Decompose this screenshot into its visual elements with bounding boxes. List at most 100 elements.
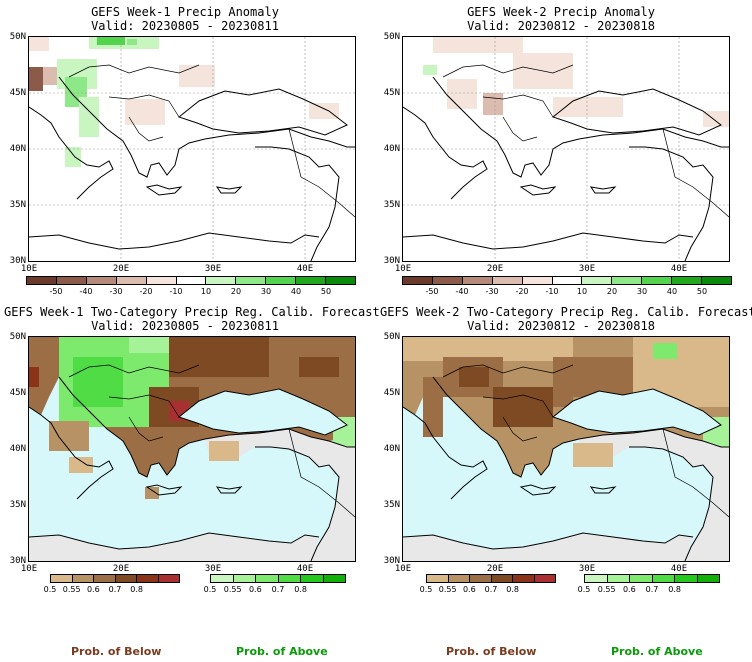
colorbar-tick-label: 0.7 [640, 585, 664, 594]
colorbar-tick-label: 0.7 [266, 585, 290, 594]
anomaly-colorbar-swatch [57, 277, 87, 284]
colorbar-tick-label: 0.7 [103, 585, 127, 594]
anomaly-map-week2 [402, 36, 730, 262]
lat-label: 50N [370, 332, 400, 342]
lat-label: 50N [0, 332, 26, 342]
lat-label: 35N [0, 200, 26, 210]
colorbar-tick-label: 0.8 [125, 585, 149, 594]
lon-label: 30E [572, 564, 602, 574]
lat-label: 35N [370, 500, 400, 510]
colorbar-tick-label: -30 [104, 287, 128, 296]
anomaly-colorbar-swatch [612, 277, 642, 284]
anomaly-colorbar-swatch [296, 277, 326, 284]
lat-label: 40N [370, 144, 400, 154]
lon-label: 40E [664, 264, 694, 274]
anomaly-colorbar-swatch [433, 277, 463, 284]
prob-below-colorbar-swatch [51, 575, 73, 582]
lon-label: 30E [198, 264, 228, 274]
prob-below-colorbar-swatch [159, 575, 180, 582]
lon-label: 40E [664, 564, 694, 574]
panel-title: GEFS Week-1 Two-Category Precip Reg. Cal… [4, 305, 372, 319]
lon-label: 10E [14, 564, 44, 574]
colorbar-tick-label: 30 [630, 287, 654, 296]
anomaly-colorbar [26, 276, 356, 285]
lat-label: 40N [370, 444, 400, 454]
colorbar-tick-label: 40 [660, 287, 684, 296]
anomaly-colorbar-swatch [87, 277, 117, 284]
prob-below-colorbar [50, 574, 180, 583]
lat-label: 45N [0, 88, 26, 98]
colorbar-tick-label: 0.6 [81, 585, 105, 594]
lon-label: 10E [14, 264, 44, 274]
colorbar-tick-label: 0.55 [436, 585, 460, 594]
colorbar-tick-label: 30 [254, 287, 278, 296]
prob-above-colorbar-swatch [234, 575, 257, 582]
colorbar-tick-label: 0.8 [501, 585, 525, 594]
colorbar-tick-label: 0.5 [414, 585, 438, 594]
lon-label: 30E [198, 564, 228, 574]
prob-above-colorbar-swatch [324, 575, 346, 582]
colorbar-tick-label: -30 [480, 287, 504, 296]
probability-map-week2 [402, 336, 730, 562]
prob-above-colorbar-swatch [211, 575, 234, 582]
colorbar-tick-label: 20 [224, 287, 248, 296]
colorbar-tick-label: 0.5 [572, 585, 596, 594]
prob-above-colorbar-swatch [630, 575, 653, 582]
anomaly-colorbar-swatch [463, 277, 493, 284]
colorbar-tick-label: -50 [44, 287, 68, 296]
anomaly-colorbar-swatch [206, 277, 236, 284]
lon-label: 40E [290, 264, 320, 274]
panel-week1-probability: GEFS Week-1 Two-Category Precip Reg. Cal… [0, 300, 376, 610]
lat-label: 45N [370, 88, 400, 98]
colorbar-tick-label: 0.6 [457, 585, 481, 594]
anomaly-map-week1 [28, 36, 356, 262]
colorbar-tick-label: -40 [74, 287, 98, 296]
prob-above-colorbar-swatch [585, 575, 608, 582]
lon-label: 20E [106, 264, 136, 274]
colorbar-tick-label: 0.6 [617, 585, 641, 594]
footer-prob-above-left: Prob. of Above [236, 645, 328, 658]
lat-label: 40N [0, 444, 26, 454]
lat-label: 45N [370, 388, 400, 398]
lat-label: 50N [370, 32, 400, 42]
anomaly-colorbar-swatch [266, 277, 296, 284]
prob-above-colorbar [584, 574, 720, 583]
lat-label: 35N [0, 500, 26, 510]
lat-label: 45N [0, 388, 26, 398]
colorbar-tick-label: 0.55 [60, 585, 84, 594]
panel-title: GEFS Week-2 Precip Anomaly [386, 5, 736, 19]
probability-map-week1 [28, 336, 356, 562]
panel-title: GEFS Week-1 Precip Anomaly [10, 5, 360, 19]
prob-below-colorbar-swatch [449, 575, 471, 582]
lat-label: 50N [0, 32, 26, 42]
colorbar-tick-label: 0.8 [663, 585, 687, 594]
colorbar-tick-label: 0.55 [221, 585, 245, 594]
lat-label: 40N [0, 144, 26, 154]
colorbar-tick-label: 0.5 [38, 585, 62, 594]
colorbar-tick-label: -20 [510, 287, 534, 296]
prob-above-colorbar-swatch [675, 575, 698, 582]
prob-above-colorbar-swatch [301, 575, 324, 582]
anomaly-colorbar [402, 276, 732, 285]
panel-valid-dates: Valid: 20230805 - 20230811 [10, 19, 360, 33]
anomaly-colorbar-swatch [27, 277, 57, 284]
anomaly-colorbar-swatch [326, 277, 355, 284]
panel-valid-dates: Valid: 20230812 - 20230818 [386, 319, 736, 333]
colorbar-tick-label: 50 [690, 287, 714, 296]
footer-prob-below-right: Prob. of Below [446, 645, 536, 658]
prob-above-colorbar-swatch [653, 575, 676, 582]
panel-week2-anomaly: GEFS Week-2 Precip Anomaly Valid: 202308… [376, 0, 752, 300]
lon-label: 20E [106, 564, 136, 574]
panel-valid-dates: Valid: 20230812 - 20230818 [386, 19, 736, 33]
colorbar-tick-label: 20 [600, 287, 624, 296]
lon-label: 10E [388, 264, 418, 274]
anomaly-colorbar-swatch [553, 277, 583, 284]
colorbar-tick-label: -20 [134, 287, 158, 296]
colorbar-tick-label: 10 [570, 287, 594, 296]
prob-below-colorbar-swatch [513, 575, 535, 582]
colorbar-tick-label: 0.55 [595, 585, 619, 594]
colorbar-tick-label: -10 [540, 287, 564, 296]
colorbar-tick-label: -10 [164, 287, 188, 296]
prob-below-colorbar-swatch [470, 575, 492, 582]
footer-prob-below-left: Prob. of Below [71, 645, 161, 658]
